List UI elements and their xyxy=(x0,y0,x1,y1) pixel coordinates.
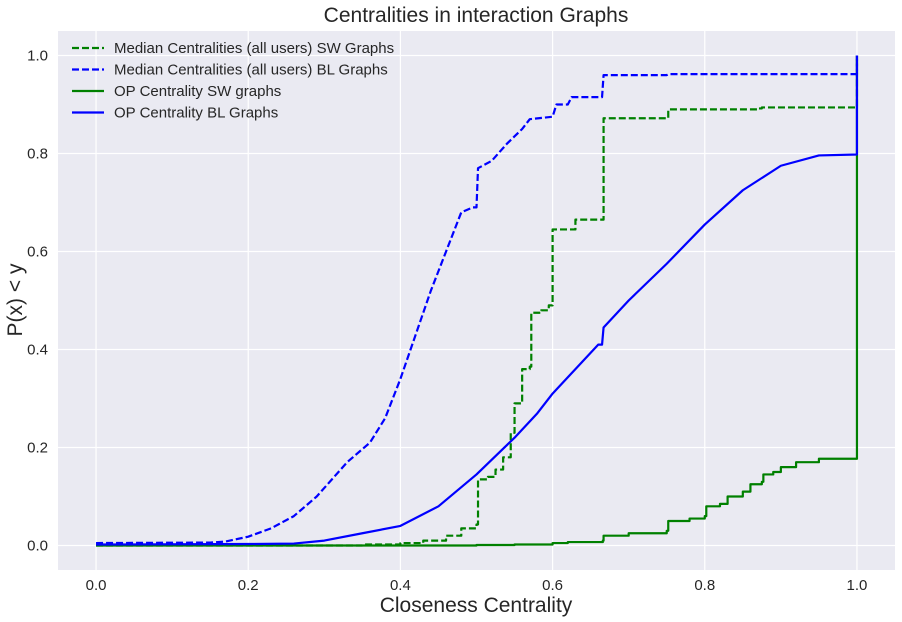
chart-title: Centralities in interaction Graphs xyxy=(324,4,629,27)
legend-entry: Median Centralities (all users) SW Graph… xyxy=(114,40,394,57)
y-tick-label: 0.8 xyxy=(27,146,48,163)
legend-entry: Median Centralities (all users) BL Graph… xyxy=(114,62,388,79)
x-tick-label: 0.2 xyxy=(238,577,259,594)
legend: Median Centralities (all users) SW Graph… xyxy=(72,40,394,122)
grid xyxy=(58,31,895,570)
x-tick-label: 0.0 xyxy=(86,577,107,594)
y-axis-label: P(x) < y xyxy=(4,263,27,336)
legend-entry: OP Centrality BL Graphs xyxy=(114,105,278,122)
x-tick-label: 0.6 xyxy=(542,577,563,594)
x-tick-label: 1.0 xyxy=(847,577,868,594)
y-tick-label: 0.6 xyxy=(27,244,48,261)
series-line-3 xyxy=(96,55,859,547)
x-tick-label: 0.8 xyxy=(694,577,715,594)
x-tick-label: 0.4 xyxy=(390,577,411,594)
y-tick-label: 0.2 xyxy=(27,440,48,457)
plot-area xyxy=(58,31,895,570)
x-tick-labels: 0.0 0.2 0.4 0.6 0.8 1.0 xyxy=(86,577,868,594)
series-line-1 xyxy=(96,55,859,547)
y-tick-label: 0.4 xyxy=(27,342,48,359)
series-line-4 xyxy=(96,55,859,546)
y-tick-label: 1.0 xyxy=(27,48,48,65)
y-tick-label: 0.0 xyxy=(27,538,48,555)
x-axis-label: Closeness Centrality xyxy=(380,594,573,617)
series-layer xyxy=(96,55,859,547)
series-line-2 xyxy=(96,55,859,545)
y-tick-labels: 0.0 0.2 0.4 0.6 0.8 1.0 xyxy=(27,48,48,555)
legend-entry: OP Centrality SW graphs xyxy=(114,83,281,100)
